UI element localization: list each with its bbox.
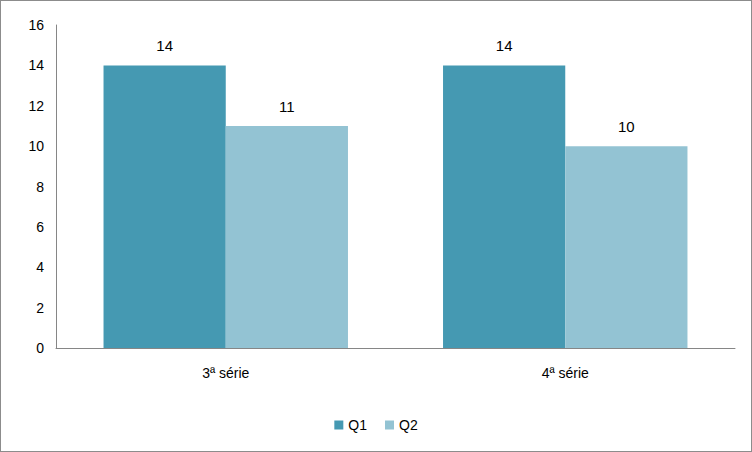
svg-text:11: 11 bbox=[279, 98, 295, 115]
svg-text:Q1: Q1 bbox=[348, 417, 367, 433]
svg-text:8: 8 bbox=[36, 179, 44, 195]
svg-text:6: 6 bbox=[36, 219, 44, 235]
svg-text:10: 10 bbox=[28, 138, 44, 154]
svg-text:0: 0 bbox=[36, 340, 44, 356]
svg-text:14: 14 bbox=[28, 57, 44, 73]
svg-text:4: 4 bbox=[36, 259, 44, 275]
svg-text:14: 14 bbox=[496, 37, 513, 54]
svg-text:14: 14 bbox=[156, 37, 173, 54]
svg-text:16: 16 bbox=[28, 17, 44, 33]
svg-text:Q2: Q2 bbox=[399, 417, 418, 433]
svg-text:2: 2 bbox=[36, 300, 44, 316]
svg-text:10: 10 bbox=[618, 118, 635, 135]
svg-text:3ª série: 3ª série bbox=[202, 365, 249, 381]
svg-text:12: 12 bbox=[28, 98, 44, 114]
svg-text:4ª série: 4ª série bbox=[542, 365, 589, 381]
